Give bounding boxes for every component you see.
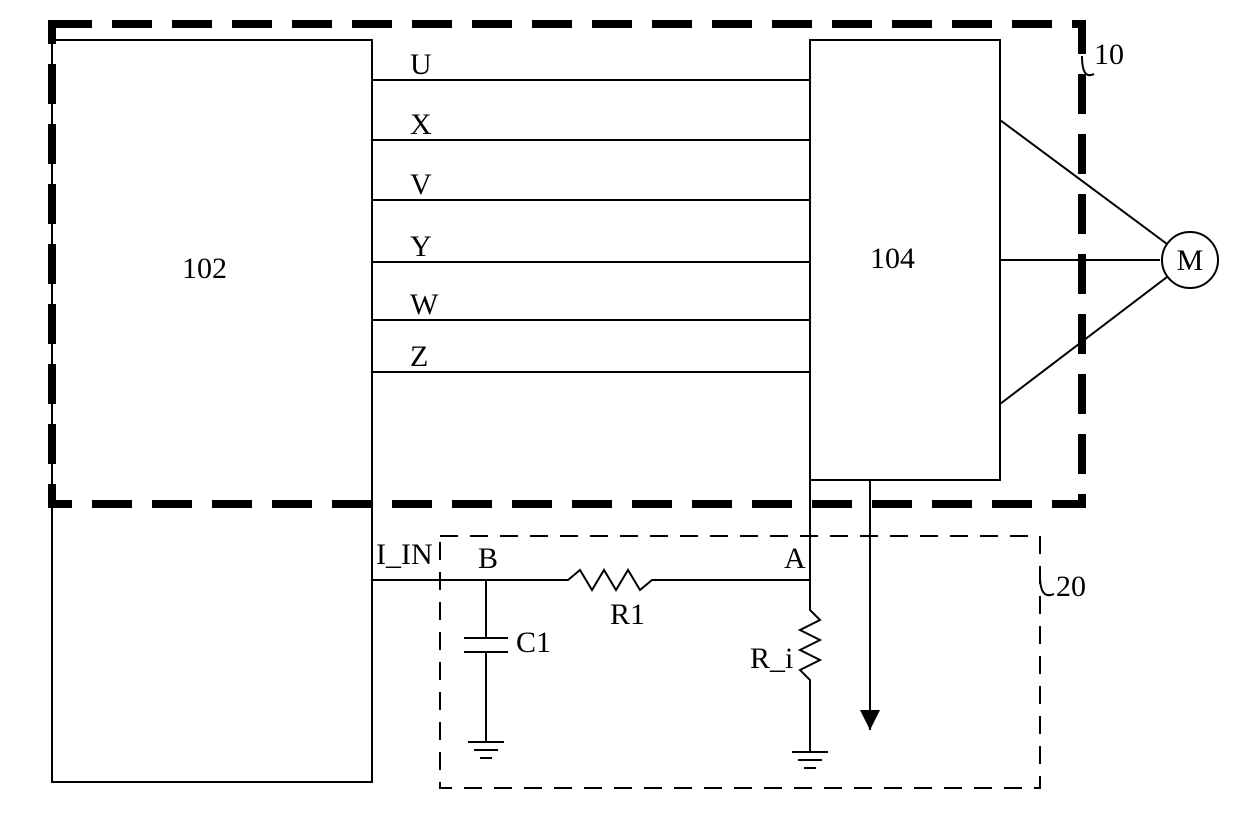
current-arrow-head bbox=[860, 710, 880, 730]
motor-label: M bbox=[1177, 244, 1204, 277]
label-Ri: R_i bbox=[750, 642, 793, 675]
label-C1: C1 bbox=[516, 626, 551, 659]
signal-label-V: V bbox=[410, 168, 432, 201]
block-102 bbox=[52, 40, 372, 782]
label-I_IN: I_IN bbox=[376, 538, 433, 571]
label-R1: R1 bbox=[610, 598, 645, 631]
resistor-Ri bbox=[800, 600, 820, 720]
label-102: 102 bbox=[182, 252, 227, 285]
signal-label-X: X bbox=[410, 108, 432, 141]
resistor-R1 bbox=[556, 570, 700, 590]
label-A: A bbox=[784, 542, 806, 575]
signal-label-W: W bbox=[410, 288, 439, 321]
signal-label-Y: Y bbox=[410, 230, 432, 263]
signal-label-Z: Z bbox=[410, 340, 428, 373]
sub-box-20 bbox=[440, 536, 1040, 788]
leader-10 bbox=[1082, 56, 1094, 75]
label-104: 104 bbox=[870, 242, 915, 275]
leader-20 bbox=[1040, 576, 1054, 595]
label-20: 20 bbox=[1056, 570, 1086, 603]
label-10: 10 bbox=[1094, 38, 1124, 71]
signal-label-U: U bbox=[410, 48, 432, 81]
label-B: B bbox=[478, 542, 498, 575]
